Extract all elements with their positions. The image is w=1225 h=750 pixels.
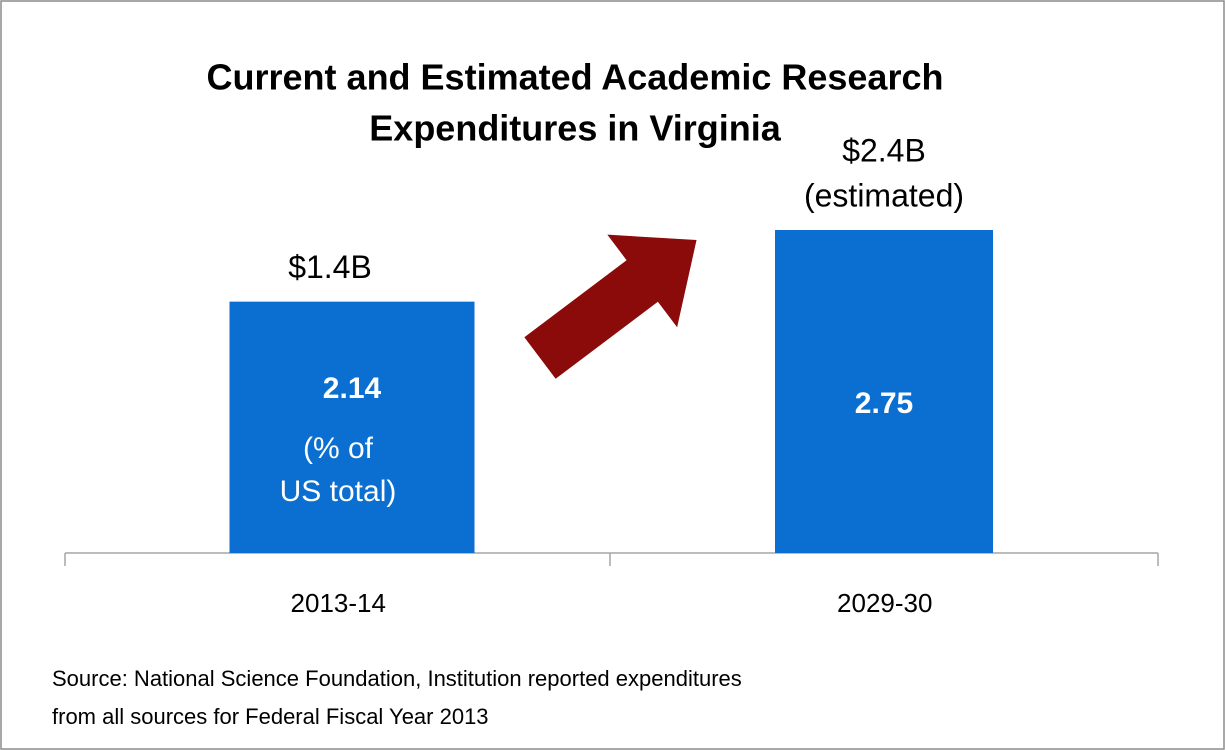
arrow bbox=[524, 234, 697, 379]
bar-annotation: $1.4B bbox=[288, 249, 372, 285]
source-note: from all sources for Federal Fiscal Year… bbox=[52, 704, 489, 729]
source-note: Source: National Science Foundation, Ins… bbox=[52, 666, 742, 691]
x-tick-label: 2029-30 bbox=[837, 588, 932, 618]
bar bbox=[775, 230, 993, 553]
bar bbox=[229, 301, 475, 553]
chart-title: Current and Estimated Academic Research bbox=[207, 57, 944, 98]
unit-note: US total) bbox=[280, 475, 397, 508]
x-tick-label: 2013-14 bbox=[291, 588, 386, 618]
bar-annotation: (estimated) bbox=[804, 177, 964, 213]
unit-note: (% of bbox=[303, 432, 374, 465]
data-label: 2.14 bbox=[323, 372, 382, 405]
data-label: 2.75 bbox=[855, 387, 913, 420]
bar-annotation: $2.4B bbox=[842, 132, 926, 168]
chart-title: Expenditures in Virginia bbox=[369, 108, 781, 149]
